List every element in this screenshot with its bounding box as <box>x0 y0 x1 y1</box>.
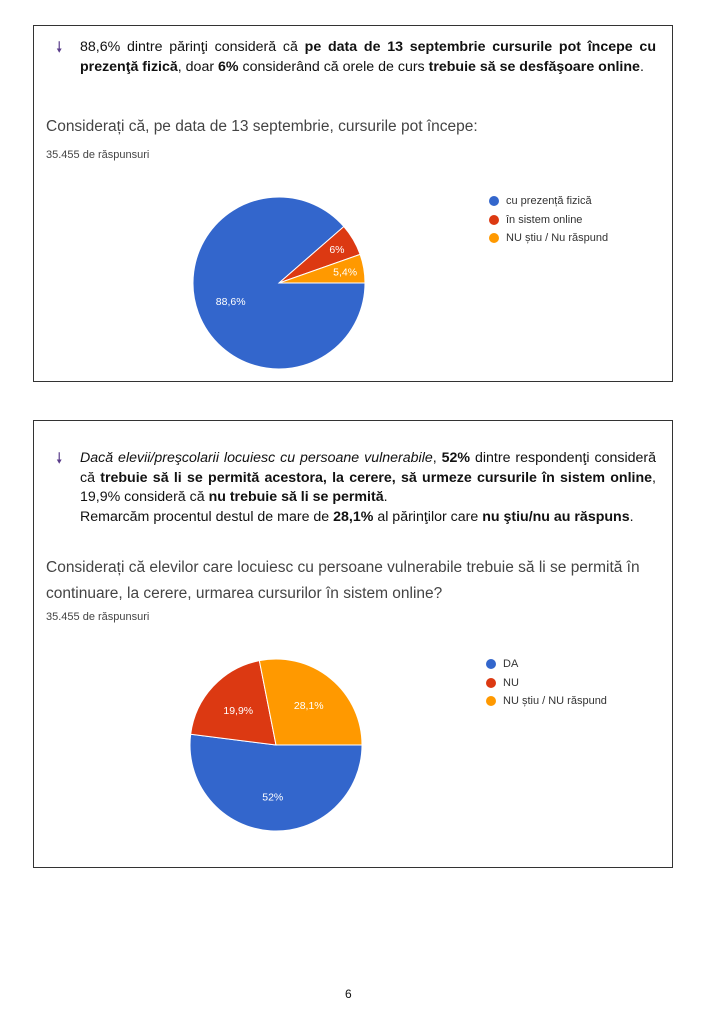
text-run: 28,1% <box>333 508 374 525</box>
text-run: Dacă elevii/preşcolarii locuiesc cu pers… <box>80 450 433 466</box>
text-run: pe data de 13 septembrie cursurile pot î… <box>80 39 656 75</box>
pie-slice <box>278 253 366 284</box>
text-run: trebuie să li se permită acestora, la ce… <box>100 469 653 486</box>
text-run: . <box>639 58 644 75</box>
survey-section-1: 🠗 88,6% dintre părinţi consideră că pe d… <box>33 25 673 382</box>
text-run: Remarcăm procentul destul de mare de <box>80 508 334 525</box>
text-run: 6% <box>218 58 239 75</box>
text-run: , <box>432 450 442 466</box>
slice-label: 52% <box>262 791 283 803</box>
slice-label: 88,6% <box>216 296 246 308</box>
legend-item: DA <box>486 655 607 674</box>
legend-label: NU știu / NU răspund <box>503 695 607 708</box>
legend-item: NU știu / Nu răspund <box>489 229 608 248</box>
question-title: Considerați că elevilor care locuiesc cu… <box>46 559 640 602</box>
pie-slice <box>258 658 363 746</box>
legend-label: NU <box>503 676 519 689</box>
survey-section-2: 🠗 Dacă elevii/preşcolarii locuiesc cu pe… <box>33 420 673 868</box>
legend-dot-icon <box>489 233 499 244</box>
text-run: nu trebuie să li se permită <box>208 489 384 505</box>
legend-item: NU știu / NU răspund <box>486 692 607 711</box>
slice-label: 5,4% <box>333 267 357 279</box>
slice-label: 6% <box>329 244 344 256</box>
down-arrow-bullet-icon: 🠗 <box>56 39 63 56</box>
summary-paragraph: 🠗 Dacă elevii/preşcolarii locuiesc cu pe… <box>56 449 656 527</box>
text-run: , doar <box>177 58 219 75</box>
chart-legend: cu prezență fizică în sistem online NU ști… <box>489 192 608 248</box>
text-run: , 19,9% consideră că <box>80 469 656 506</box>
legend-item: cu prezență fizică <box>489 192 608 211</box>
response-count: 35.455 de răspunsuri <box>46 611 150 623</box>
slice-label: 19,9% <box>223 705 253 717</box>
pie-slice <box>190 660 277 746</box>
text-run: al părinţilor care <box>373 508 483 525</box>
legend-dot-icon <box>489 196 499 207</box>
text-run: 88,6% dintre părinţi consideră că <box>80 39 305 55</box>
text-run: 52% <box>441 450 471 466</box>
legend-label: în sistem online <box>506 213 583 226</box>
summary-paragraph: 🠗 88,6% dintre părinţi consideră că pe d… <box>56 38 656 77</box>
down-arrow-bullet-icon: 🠗 <box>56 450 63 467</box>
response-count: 35.455 de răspunsuri <box>46 149 150 161</box>
chart-legend: DA NU NU știu / NU răspund <box>486 655 607 711</box>
page-number: 6 <box>345 987 352 1001</box>
legend-item: NU <box>486 674 607 693</box>
legend-item: în sistem online <box>489 211 608 230</box>
legend-label: cu prezență fizică <box>506 195 592 208</box>
legend-label: NU știu / Nu răspund <box>506 232 609 245</box>
legend-dot-icon <box>489 214 499 225</box>
legend-dot-icon <box>486 677 496 688</box>
legend-dot-icon <box>486 696 496 707</box>
text-run: nu ştiu/nu au răspuns <box>482 508 630 525</box>
text-run: . <box>629 508 634 525</box>
text-run: trebuie să se desfăşoare online <box>428 58 640 75</box>
legend-dot-icon <box>486 659 496 670</box>
text-run: considerând că orele de curs <box>238 58 429 75</box>
text-run: dintre respondenţi consideră că <box>80 450 657 486</box>
legend-label: DA <box>503 658 519 671</box>
pie-chart: 52% 19,9% 28,1% <box>189 658 363 832</box>
question-title: Considerați că, pe data de 13 septembrie… <box>46 118 478 135</box>
text-run: . <box>383 489 388 505</box>
slice-label: 28,1% <box>294 700 324 712</box>
pie-chart: 88,6% 6% 5,4% <box>192 196 366 370</box>
pie-slice <box>189 733 363 832</box>
